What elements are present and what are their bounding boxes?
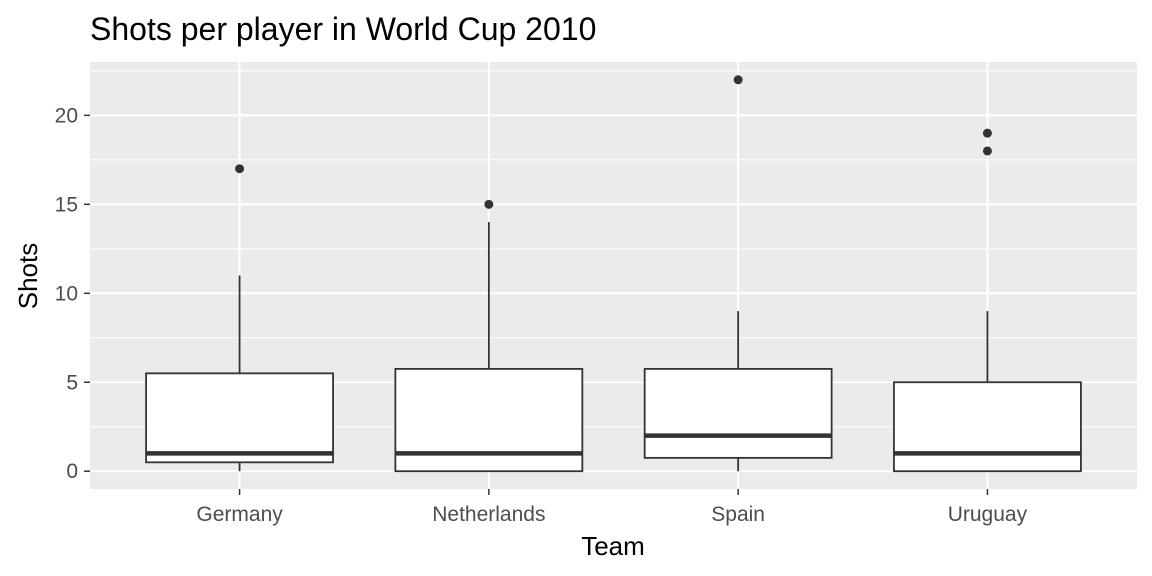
box-iqr <box>893 381 1082 473</box>
outlier-point <box>484 199 494 209</box>
x-tick-label: Uruguay <box>948 503 1028 526</box>
box-iqr <box>394 368 584 473</box>
y-tick-label: 15 <box>55 193 78 216</box>
outlier-point <box>982 128 992 138</box>
y-axis: 0 5 10 15 20 <box>55 104 90 483</box>
boxes-layer <box>145 75 1082 473</box>
y-tick-label: 10 <box>55 282 78 305</box>
y-axis-title: Shots <box>13 243 43 310</box>
box-iqr <box>643 368 833 459</box>
x-tick-label: Spain <box>711 503 765 526</box>
box-spain <box>643 75 833 472</box>
x-axis-title: Team <box>581 531 645 561</box>
y-tick-label: 20 <box>55 104 78 127</box>
x-tick-label: Germany <box>196 503 283 526</box>
x-tick-label: Netherlands <box>432 503 545 526</box>
outlier-point <box>733 75 743 85</box>
y-tick-label: 0 <box>66 460 78 483</box>
box-germany <box>145 164 334 472</box>
box-iqr <box>145 372 334 464</box>
y-tick-label: 5 <box>66 371 78 394</box>
x-axis: Germany Netherlands Spain Uruguay <box>196 489 1028 526</box>
box-uruguay <box>893 128 1082 473</box>
outlier-point <box>235 164 245 174</box>
box-netherlands <box>394 199 584 473</box>
outlier-point <box>982 146 992 156</box>
chart-title: Shots per player in World Cup 2010 <box>90 11 596 47</box>
